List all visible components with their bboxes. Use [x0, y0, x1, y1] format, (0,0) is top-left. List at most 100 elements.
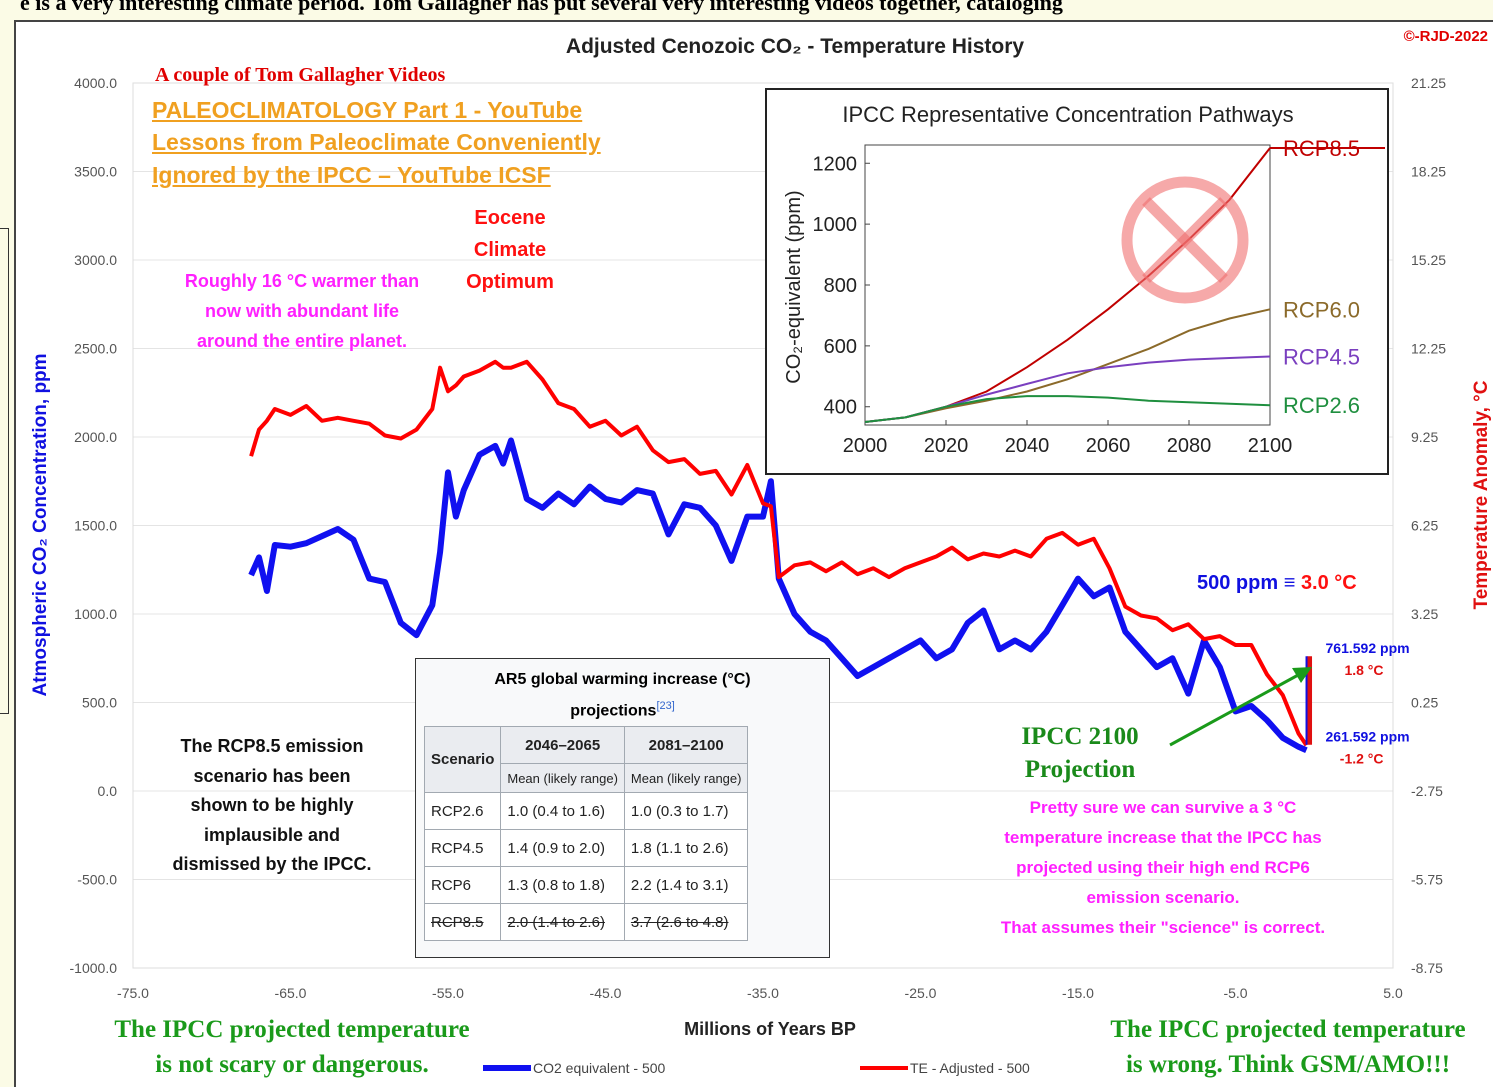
y-tick-label: 2000.0	[74, 429, 117, 445]
x-tick-label: -65.0	[275, 985, 307, 1001]
row: RCP2.6 1.0 (0.4 to 1.6) 1.0 (0.3 to 1.7)	[423, 792, 749, 831]
line: Projection	[1024, 756, 1136, 783]
y-tick-label: 600	[824, 336, 857, 358]
y2-tick-label: 12.25	[1411, 341, 1446, 357]
cross-circle	[1121, 176, 1249, 304]
legend-label: TE - Adjusted - 500	[910, 1060, 1030, 1076]
cell: RCP6	[423, 866, 502, 905]
y-tick-label: 1200	[813, 153, 858, 175]
title-line: projections	[570, 702, 657, 720]
x-tick-label: 5.0	[1383, 985, 1403, 1001]
line: now with abundant life	[205, 301, 399, 321]
value-label: 761.592 ppm	[1326, 640, 1410, 656]
y2-tick-label: 21.25	[1411, 75, 1446, 91]
y2-tick-label: -5.75	[1411, 872, 1443, 888]
line: Pretty sure we can survive a 3 °C	[1029, 798, 1297, 817]
y2-tick-label: 0.25	[1411, 695, 1438, 711]
y-tick-label: 4000.0	[74, 75, 117, 91]
temp-label: -1.2 °C	[1340, 751, 1384, 767]
inset-title: IPCC Representative Concentration Pathwa…	[842, 102, 1293, 127]
y2-tick-label: 3.25	[1411, 606, 1438, 622]
link[interactable]: PALEOCLIMATOLOGY Part 1 - YouTube	[152, 97, 583, 123]
y-tick-label: 2500.0	[74, 341, 117, 357]
y-axis-label: CO₂-equivalent (ppm)	[783, 190, 805, 383]
x-tick-label: 2100	[1248, 435, 1293, 457]
y-tick-label: -500.0	[77, 872, 117, 888]
header: Scenario	[423, 726, 502, 794]
header: 2046–2065	[500, 726, 625, 765]
y-tick-label: 400	[824, 397, 857, 419]
annotation: A couple of Tom Gallagher Videos	[155, 64, 446, 86]
cell: 2.2 (1.4 to 3.1)	[623, 866, 749, 905]
y2-tick-label: -2.75	[1411, 783, 1443, 799]
x-tick-label: 2000	[843, 435, 888, 457]
cell: 2.0 (1.4 to 2.6)	[500, 903, 625, 942]
y-axis-label: Atmospheric CO₂ Concentration, ppm	[30, 353, 51, 696]
line: The RCP8.5 emission	[180, 736, 364, 756]
subheader: Mean (likely range)	[500, 763, 625, 794]
row: RCP6 1.3 (0.8 to 1.8) 2.2 (1.4 to 3.1)	[423, 866, 749, 905]
warmer-note: Roughly 16 °C warmer than now with abunda…	[185, 266, 419, 356]
plot-frame	[132, 82, 1394, 969]
table-title: AR5 global warming increase (°C) projecti…	[416, 667, 829, 724]
header-text: e is a very interesting climate period. …	[20, 0, 1063, 15]
y2-tick-label: 15.25	[1411, 252, 1446, 268]
x-tick-label: -75.0	[117, 985, 149, 1001]
cell: 1.8 (1.1 to 2.6)	[623, 829, 749, 868]
link[interactable]: Lessons from Paleoclimate Conveniently	[152, 129, 601, 155]
line: The IPCC projected temperature	[114, 1016, 470, 1043]
cross-line	[1142, 197, 1228, 283]
series-line	[249, 359, 1309, 747]
value-label: 261.592 ppm	[1326, 729, 1410, 745]
line: temperature increase that the IPCC has	[1004, 828, 1322, 847]
line: implausible and	[203, 824, 341, 845]
part: 3.0 °C	[1300, 572, 1357, 594]
bottom-left-note: The IPCC projected temperature is not sca…	[114, 1012, 469, 1082]
equivalence: 500 ppm ≡ 3.0 °C	[1197, 572, 1357, 595]
series-label: RCP4.5	[1283, 345, 1360, 370]
x-tick-label: 2080	[1167, 435, 1212, 457]
x-tick-label: -35.0	[747, 985, 779, 1001]
title-line: AR5 global warming increase (°C)	[494, 671, 751, 688]
y-tick-label: 0.0	[98, 783, 118, 799]
y-tick-label: 3000.0	[74, 252, 117, 268]
table: Scenario 2046–2065 2081–2100 Mean (likely …	[423, 726, 749, 942]
row: RCP4.5 1.4 (0.9 to 2.0) 1.8 (1.1 to 2.6)	[423, 829, 749, 868]
ref[interactable]: [23]	[656, 700, 675, 712]
temp-label: 1.8 °C	[1344, 662, 1383, 678]
link[interactable]: Ignored by the IPCC – YouTube ICSF	[152, 162, 551, 188]
series-line	[864, 395, 1271, 423]
series-line	[248, 437, 1308, 754]
line: projected using their high end RCP6	[1016, 858, 1310, 877]
legend-label: CO2 equivalent - 500	[533, 1060, 666, 1076]
y2-tick-label: -8.75	[1411, 960, 1443, 976]
x-tick-label: 2060	[1086, 435, 1131, 457]
line: Roughly 16 °C warmer than	[184, 271, 420, 291]
line: is wrong. Think GSM/AMO!!!	[1125, 1051, 1451, 1078]
subheader: Mean (likely range)	[623, 763, 749, 794]
rcp85-note: The RCP8.5 emission scenario has been show…	[172, 732, 371, 880]
survive-note: Pretty sure we can survive a 3 °C tempera…	[1001, 793, 1325, 943]
line: Climate	[473, 239, 547, 261]
line: The IPCC projected temperature	[1110, 1016, 1466, 1043]
cell: 1.4 (0.9 to 2.0)	[500, 829, 625, 868]
x-axis-label: Millions of Years BP	[684, 1019, 856, 1039]
side-box	[0, 228, 9, 714]
header: 2081–2100	[623, 726, 749, 765]
x-tick-label: 2020	[924, 435, 969, 457]
line: around the entire planet.	[196, 331, 408, 351]
y-tick-label: 1500.0	[74, 518, 117, 534]
line: is not scary or dangerous.	[155, 1051, 429, 1078]
chart-title: Adjusted Cenozoic CO₂ - Temperature Hist…	[566, 35, 1024, 58]
line: Eocene	[474, 207, 546, 229]
cell: 1.3 (0.8 to 1.8)	[500, 866, 625, 905]
cell: 1.0 (0.4 to 1.6)	[500, 792, 625, 831]
line: scenario has been	[193, 765, 351, 786]
arrow	[1169, 672, 1301, 747]
line: IPCC 2100	[1021, 723, 1139, 750]
y-tick-label: 1000.0	[74, 606, 117, 622]
y2-tick-label: 18.25	[1411, 164, 1446, 180]
series-label: RCP6.0	[1283, 297, 1360, 322]
